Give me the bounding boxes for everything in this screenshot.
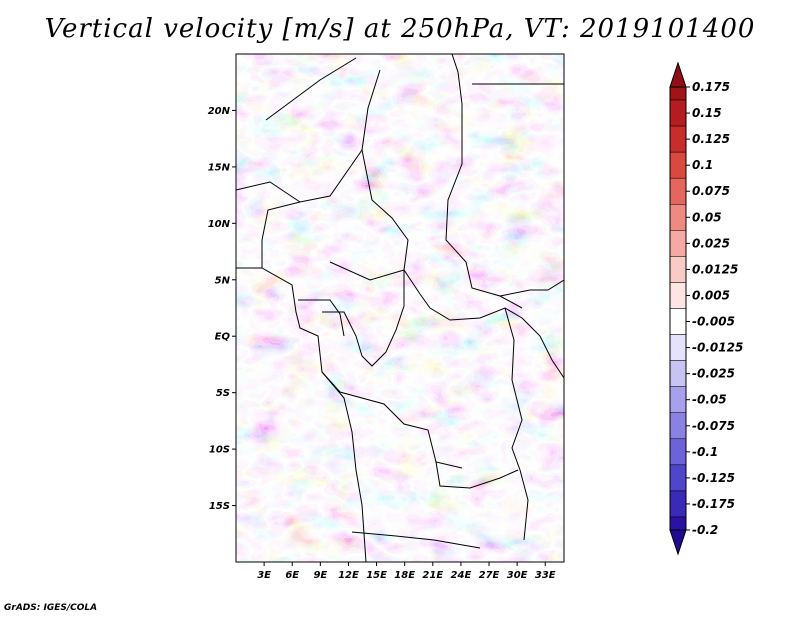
- colorbar-label: 0.005: [692, 288, 730, 302]
- colorbar-label: 0.025: [692, 236, 730, 250]
- colorbar-top-arrow: [669, 61, 687, 88]
- lon-tick-label: 9E: [313, 570, 327, 581]
- colorbar-swatch: [669, 516, 687, 531]
- lon-tick-label: 15E: [366, 570, 387, 581]
- border-congo: [322, 270, 405, 367]
- colorbar-swatch: [669, 177, 687, 205]
- colorbar: 0.175 0.15 0.125 0.1 0.075 0.05 0.025 0.0125 0.0…: [669, 61, 743, 556]
- plot-frame: [235, 53, 565, 563]
- colorbar-swatch: [669, 360, 687, 387]
- lon-tick-label: 30E: [507, 570, 528, 581]
- colorbar-swatch: [669, 386, 687, 413]
- colorbar-label: -0.175: [692, 497, 735, 511]
- colorbar-swatch: [669, 464, 687, 492]
- border-ethiopia-east: [499, 279, 564, 297]
- chart-title: Vertical velocity [m/s] at 250hPa, VT: 2…: [44, 14, 756, 44]
- coastline-west: [236, 267, 367, 562]
- colorbar-label: -0.005: [692, 315, 735, 329]
- colorbar-swatch: [669, 438, 687, 466]
- lat-tick-label: 15S: [209, 501, 230, 512]
- latitude-axis: 20N 15N 10N 5N EQ 5S 10S 15S: [208, 106, 236, 512]
- colorbar-label: -0.075: [692, 419, 735, 433]
- border-namibia-angola: [351, 531, 481, 549]
- colorbar-frame: [669, 86, 687, 531]
- lon-tick-label: 21E: [422, 570, 443, 581]
- lat-tick-label: 5N: [215, 275, 231, 286]
- colorbar-label: -0.0125: [692, 341, 743, 355]
- lon-tick-label: 3E: [257, 570, 271, 581]
- colorbar-swatch: [669, 86, 687, 101]
- border-kenya-tanzania: [521, 317, 564, 379]
- colorbar-swatch: [669, 412, 687, 440]
- colorbar-swatch: [669, 99, 687, 127]
- lat-tick-label: 10N: [208, 219, 231, 230]
- border-chad-sudan: [361, 69, 409, 271]
- lon-tick-label: 33E: [535, 570, 556, 581]
- lat-tick-label: 20N: [208, 106, 231, 117]
- lat-tick-label: 5S: [216, 388, 230, 399]
- lon-tick-label: 12E: [338, 570, 359, 581]
- colorbar-label: 0.175: [692, 80, 730, 94]
- colorbar-swatch: [669, 308, 687, 335]
- border-east-lakes: [504, 307, 529, 541]
- colorbar-label: 0.05: [692, 210, 722, 224]
- colorbar-swatch: [669, 490, 687, 518]
- border-gabon-cameroon: [298, 299, 345, 337]
- border-zambia: [435, 461, 519, 489]
- colorbar-label: 0.15: [692, 106, 722, 120]
- colorbar-label: -0.1: [692, 445, 718, 459]
- colorbar-label: 0.075: [692, 184, 730, 198]
- longitude-axis: 3E 6E 9E 12E 15E 18E 21E 24E 27E 30E 33E: [257, 562, 556, 581]
- colorbar-swatch: [669, 334, 687, 361]
- colorbar-swatch: [669, 230, 687, 257]
- vertical-velocity-field: [236, 54, 564, 562]
- plot-area: [235, 53, 565, 563]
- colorbar-label: 0.1: [692, 158, 713, 172]
- lat-tick-label: EQ: [215, 332, 231, 343]
- border-libya-egypt: [451, 54, 463, 164]
- colorbar-swatch: [669, 125, 687, 153]
- colorbar-label: 0.0125: [692, 262, 738, 276]
- lon-tick-label: 6E: [285, 570, 299, 581]
- colorbar-swatch: [669, 256, 687, 283]
- border-nigeria: [261, 201, 301, 268]
- colorbar-label: -0.025: [692, 367, 735, 381]
- colorbar-label: -0.2: [692, 523, 718, 537]
- lon-tick-label: 27E: [479, 570, 500, 581]
- colorbar-label: -0.125: [692, 471, 735, 485]
- border-car-drc: [329, 261, 523, 321]
- colorbar-swatch: [669, 282, 687, 309]
- colorbar-label: 0.125: [692, 132, 730, 146]
- lat-tick-label: 10S: [209, 445, 230, 456]
- colorbar-label: -0.05: [692, 393, 727, 407]
- lon-tick-label: 18E: [394, 570, 415, 581]
- colorbar-bottom-arrow: [669, 529, 687, 556]
- border-mali-algeria: [265, 57, 357, 121]
- colorbar-swatch: [669, 204, 687, 231]
- lon-tick-label: 24E: [451, 570, 472, 581]
- lat-tick-label: 15N: [208, 162, 231, 173]
- country-borders: [236, 54, 564, 562]
- colorbar-swatch: [669, 151, 687, 179]
- grads-credit: GrADS: IGES/COLA: [4, 603, 98, 613]
